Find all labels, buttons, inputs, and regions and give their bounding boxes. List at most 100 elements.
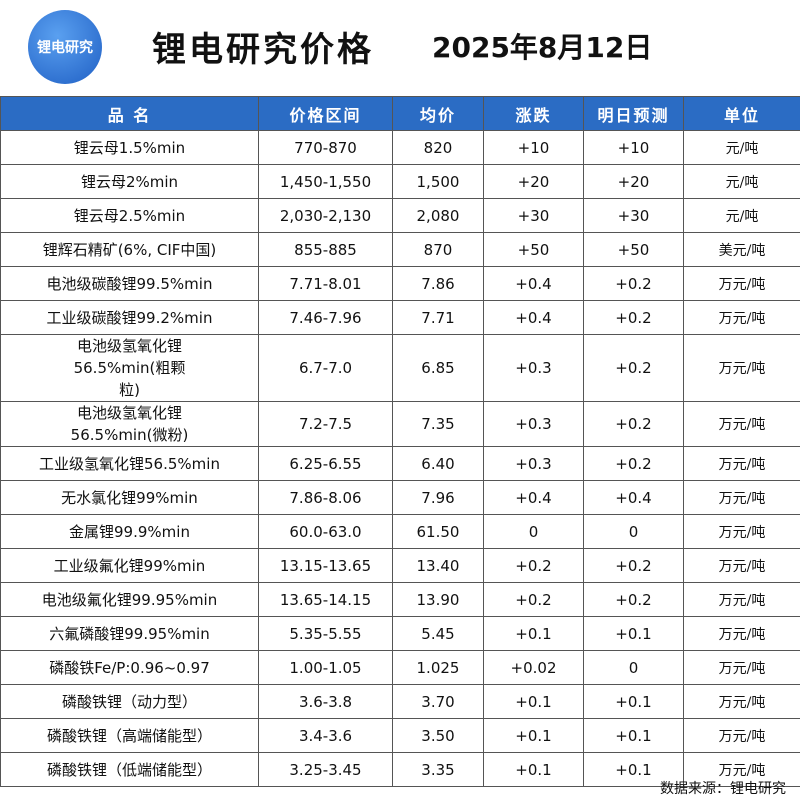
cell: +0.1	[583, 684, 684, 719]
cell: +50	[583, 232, 684, 267]
cell: 电池级氢氧化锂56.5%min(粗颗粒)	[0, 334, 259, 402]
cell: +0.2	[583, 446, 684, 481]
cell: 电池级氟化锂99.95%min	[0, 582, 259, 617]
cell: 770-870	[258, 130, 393, 165]
table-row: 工业级碳酸锂99.2%min 7.46-7.96 7.71 +0.4 +0.2 万元/吨	[0, 300, 800, 335]
cell: +10	[583, 130, 684, 165]
cell: +0.3	[483, 401, 584, 447]
unit-cell: 万元/吨	[683, 446, 800, 481]
column-header: 涨跌	[483, 96, 584, 131]
unit-cell: 万元/吨	[683, 480, 800, 515]
cell: +0.4	[483, 480, 584, 515]
cell: 无水氯化锂99%min	[0, 480, 259, 515]
table-row: 六氟磷酸锂99.95%min 5.35-5.55 5.45 +0.1 +0.1 万元/吨	[0, 616, 800, 651]
product-name: 电池级氢氧化锂56.5%min(粗颗粒)	[73, 337, 186, 399]
cell: +0.1	[483, 718, 584, 753]
table-row: 电池级氢氧化锂56.5%min(微粉) 7.2-7.5 7.35 +0.3 +0.2 万元…	[0, 401, 800, 447]
cell: +0.4	[483, 266, 584, 301]
cell: +0.2	[583, 548, 684, 583]
unit-cell: 万元/吨	[683, 334, 800, 402]
product-name: 六氟磷酸锂99.95%min	[49, 625, 210, 643]
cell: 金属锂99.9%min	[0, 514, 259, 549]
column-header: 品 名	[0, 96, 259, 131]
cell: +0.1	[583, 616, 684, 651]
table-row: 电池级氟化锂99.95%min 13.65-14.15 13.90 +0.2 +0.2 万…	[0, 582, 800, 617]
product-name: 无水氯化锂99%min	[61, 489, 198, 507]
cell: 6.7-7.0	[258, 334, 393, 402]
unit-cell: 万元/吨	[683, 548, 800, 583]
cell: +50	[483, 232, 584, 267]
table-body: 锂云母1.5%min 770-870 820 +10 +10 元/吨 锂云母2%min 1,4…	[0, 130, 800, 787]
source: 数据来源：锂电研究	[660, 781, 786, 797]
cell: 0	[483, 514, 584, 549]
cell: 磷酸铁锂（高端储能型）	[0, 718, 259, 753]
unit-cell: 万元/吨	[683, 514, 800, 549]
cell: 工业级氢氧化锂56.5%min	[0, 446, 259, 481]
unit-cell: 万元/吨	[683, 650, 800, 685]
cell: 1.00-1.05	[258, 650, 393, 685]
cell: +0.1	[583, 718, 684, 753]
table-row: 磷酸铁锂（动力型） 3.6-3.8 3.70 +0.1 +0.1 万元/吨	[0, 684, 800, 719]
cell: 0	[583, 650, 684, 685]
table-row: 电池级碳酸锂99.5%min 7.71-8.01 7.86 +0.4 +0.2 万元/吨	[0, 266, 800, 301]
cell: 磷酸铁锂（动力型）	[0, 684, 259, 719]
cell: 3.35	[392, 752, 484, 787]
cell: 870	[392, 232, 484, 267]
cell: +0.2	[583, 582, 684, 617]
cell: 6.85	[392, 334, 484, 402]
cell: 7.2-7.5	[258, 401, 393, 447]
header: 锂电研究 锂电研究价格 2025年8月12日	[0, 0, 800, 96]
cell: 3.70	[392, 684, 484, 719]
cell: +0.2	[583, 334, 684, 402]
unit-cell: 万元/吨	[683, 616, 800, 651]
table-row: 锂云母2%min 1,450-1,550 1,500 +20 +20 元/吨	[0, 164, 800, 199]
cell: 0	[583, 514, 684, 549]
cell: +0.4	[483, 300, 584, 335]
cell: 820	[392, 130, 484, 165]
product-name: 锂辉石精矿(6%, CIF中国)	[42, 241, 217, 259]
cell: 磷酸铁Fe/P:0.96~0.97	[0, 650, 259, 685]
cell: +0.2	[483, 548, 584, 583]
cell: +20	[583, 164, 684, 199]
title: 锂电研究价格	[152, 30, 374, 70]
cell: 7.46-7.96	[258, 300, 393, 335]
column-header: 单位	[683, 96, 800, 131]
product-name: 工业级氢氧化锂56.5%min	[39, 455, 220, 473]
header-row: 品 名价格区间 均价 涨跌 明日预测 单位	[0, 96, 800, 131]
product-name: 电池级碳酸锂99.5%min	[46, 275, 213, 293]
table-row: 无水氯化锂99%min 7.86-8.06 7.96 +0.4 +0.4 万元/吨	[0, 480, 800, 515]
cell: +20	[483, 164, 584, 199]
column-header: 均价	[392, 96, 484, 131]
cell: 13.40	[392, 548, 484, 583]
cell: +0.3	[483, 334, 584, 402]
table-row: 工业级氢氧化锂56.5%min 6.25-6.55 6.40 +0.3 +0.2 万元/吨	[0, 446, 800, 481]
unit-cell: 万元/吨	[683, 401, 800, 447]
product-name: 金属锂99.9%min	[69, 523, 190, 541]
cell: 3.4-3.6	[258, 718, 393, 753]
table-row: 金属锂99.9%min 60.0-63.0 61.50 0 0 万元/吨	[0, 514, 800, 549]
cell: 5.35-5.55	[258, 616, 393, 651]
cell: +0.1	[483, 616, 584, 651]
cell: 磷酸铁锂（低端储能型）	[0, 752, 259, 787]
cell: 7.86	[392, 266, 484, 301]
cell: 13.15-13.65	[258, 548, 393, 583]
unit-cell: 万元/吨	[683, 300, 800, 335]
cell: +30	[483, 198, 584, 233]
cell: 2,080	[392, 198, 484, 233]
cell: 1,500	[392, 164, 484, 199]
cell: 855-885	[258, 232, 393, 267]
table-row: 锂云母2.5%min 2,030-2,130 2,080 +30 +30 元/吨	[0, 198, 800, 233]
cell: 13.90	[392, 582, 484, 617]
cell: 电池级氢氧化锂56.5%min(微粉)	[0, 401, 259, 447]
unit-cell: 美元/吨	[683, 232, 800, 267]
unit-cell: 万元/吨	[683, 266, 800, 301]
unit-cell: 万元/吨	[683, 752, 800, 787]
cell: +0.02	[483, 650, 584, 685]
column-header: 明日预测	[583, 96, 684, 131]
cell: 60.0-63.0	[258, 514, 393, 549]
product-name: 工业级氟化锂99%min	[53, 557, 206, 575]
cell: 3.50	[392, 718, 484, 753]
table-row: 磷酸铁锂（高端储能型） 3.4-3.6 3.50 +0.1 +0.1 万元/吨	[0, 718, 800, 753]
logo: 锂电研究	[28, 10, 102, 84]
